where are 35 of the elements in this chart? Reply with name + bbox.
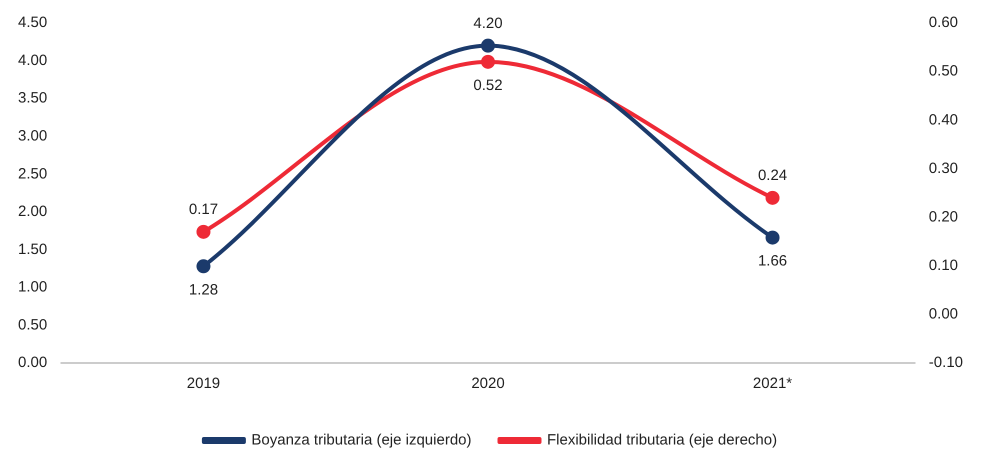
y-tick-label: 3.00	[18, 127, 48, 144]
x-tick-label: 2020	[471, 375, 505, 392]
y2-tick-label: 0.40	[928, 111, 958, 128]
y-tick-label: 3.50	[18, 90, 48, 107]
point	[766, 190, 780, 205]
y2-tick-label: -0.10	[928, 354, 964, 372]
y-tick-label: 2.00	[18, 203, 48, 220]
data-label: 1.66	[758, 252, 788, 270]
y2-tick-label: 0.30	[928, 160, 958, 177]
point	[196, 259, 210, 274]
y2-tick-label: 0.10	[928, 257, 958, 274]
legend-label: Flexibilidad tributaria (eje derecho)	[547, 432, 778, 449]
y-tick-label: 1.50	[18, 240, 48, 258]
point	[766, 230, 780, 245]
y2-tick-label: 0.00	[928, 306, 958, 323]
data-label: 0.17	[188, 201, 218, 218]
y-tick-label: 0.00	[18, 354, 48, 372]
y-tick-label: 4.00	[18, 52, 48, 69]
y-tick-label: 0.50	[18, 316, 48, 334]
legend-label: Boyanza tributaria (eje izquierdo)	[251, 432, 472, 449]
y2-tick-label: 0.20	[928, 208, 958, 226]
data-label: 1.28	[188, 281, 218, 298]
point	[196, 224, 210, 239]
point	[481, 54, 496, 69]
data-label: 0.24	[758, 167, 788, 184]
x-tick-label: 2019	[186, 375, 220, 392]
y-tick-label: 2.50	[18, 165, 48, 182]
y-tick-label: 4.50	[18, 14, 48, 32]
y-tick-label: 1.00	[18, 278, 48, 296]
point	[481, 38, 496, 53]
x-tick-label: 2021*	[752, 375, 792, 392]
y2-tick-label: 0.50	[928, 62, 958, 80]
y2-tick-label: 0.60	[928, 14, 958, 32]
data-label: 0.52	[473, 77, 503, 94]
data-label: 4.20	[473, 14, 503, 32]
